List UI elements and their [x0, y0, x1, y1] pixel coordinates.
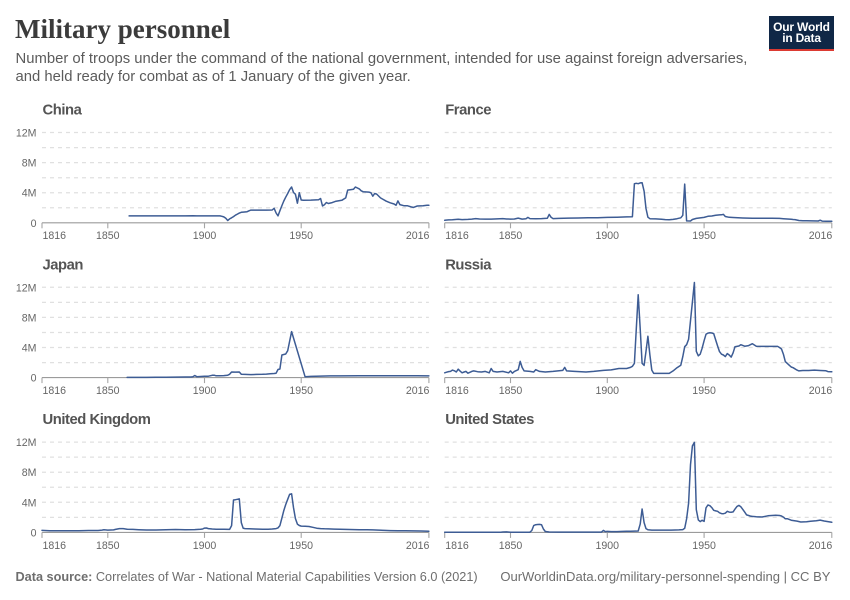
svg-text:4M: 4M — [22, 343, 37, 355]
svg-text:1950: 1950 — [692, 230, 716, 242]
svg-text:1816: 1816 — [445, 540, 469, 552]
svg-text:2016: 2016 — [406, 385, 430, 397]
svg-text:2016: 2016 — [809, 230, 833, 242]
svg-text:1900: 1900 — [596, 540, 620, 552]
svg-text:4M: 4M — [22, 497, 37, 509]
svg-text:1900: 1900 — [193, 230, 217, 242]
svg-text:12M: 12M — [16, 282, 37, 294]
svg-text:4M: 4M — [22, 188, 37, 200]
svg-text:1816: 1816 — [43, 385, 67, 397]
svg-text:1850: 1850 — [499, 385, 523, 397]
svg-text:8M: 8M — [22, 312, 37, 324]
svg-text:1816: 1816 — [445, 230, 469, 242]
svg-text:Russia: Russia — [445, 257, 492, 273]
svg-text:0: 0 — [31, 218, 37, 230]
svg-text:1950: 1950 — [289, 230, 313, 242]
svg-text:1850: 1850 — [96, 540, 120, 552]
svg-text:United States: United States — [445, 412, 534, 428]
svg-text:8M: 8M — [22, 467, 37, 479]
svg-text:2016: 2016 — [809, 385, 833, 397]
svg-text:1900: 1900 — [596, 230, 620, 242]
svg-text:1850: 1850 — [96, 230, 120, 242]
svg-text:1816: 1816 — [445, 385, 469, 397]
svg-text:12M: 12M — [16, 128, 37, 140]
svg-text:1950: 1950 — [692, 540, 716, 552]
svg-text:1950: 1950 — [289, 385, 313, 397]
svg-text:2016: 2016 — [809, 540, 833, 552]
svg-text:1816: 1816 — [43, 540, 67, 552]
svg-text:0: 0 — [31, 527, 37, 539]
svg-text:1900: 1900 — [193, 385, 217, 397]
svg-text:0: 0 — [31, 373, 37, 385]
svg-text:1816: 1816 — [43, 230, 67, 242]
svg-text:1850: 1850 — [96, 385, 120, 397]
svg-text:2016: 2016 — [406, 540, 430, 552]
svg-text:France: France — [445, 103, 491, 119]
svg-text:China: China — [43, 103, 83, 119]
svg-text:Japan: Japan — [43, 257, 84, 273]
svg-text:12M: 12M — [16, 437, 37, 449]
svg-text:1950: 1950 — [692, 385, 716, 397]
svg-text:8M: 8M — [22, 158, 37, 170]
svg-text:1950: 1950 — [289, 540, 313, 552]
svg-text:United Kingdom: United Kingdom — [43, 412, 151, 428]
svg-text:1850: 1850 — [499, 540, 523, 552]
svg-text:1850: 1850 — [499, 230, 523, 242]
svg-text:2016: 2016 — [406, 230, 430, 242]
svg-text:1900: 1900 — [193, 540, 217, 552]
svg-text:1900: 1900 — [596, 385, 620, 397]
